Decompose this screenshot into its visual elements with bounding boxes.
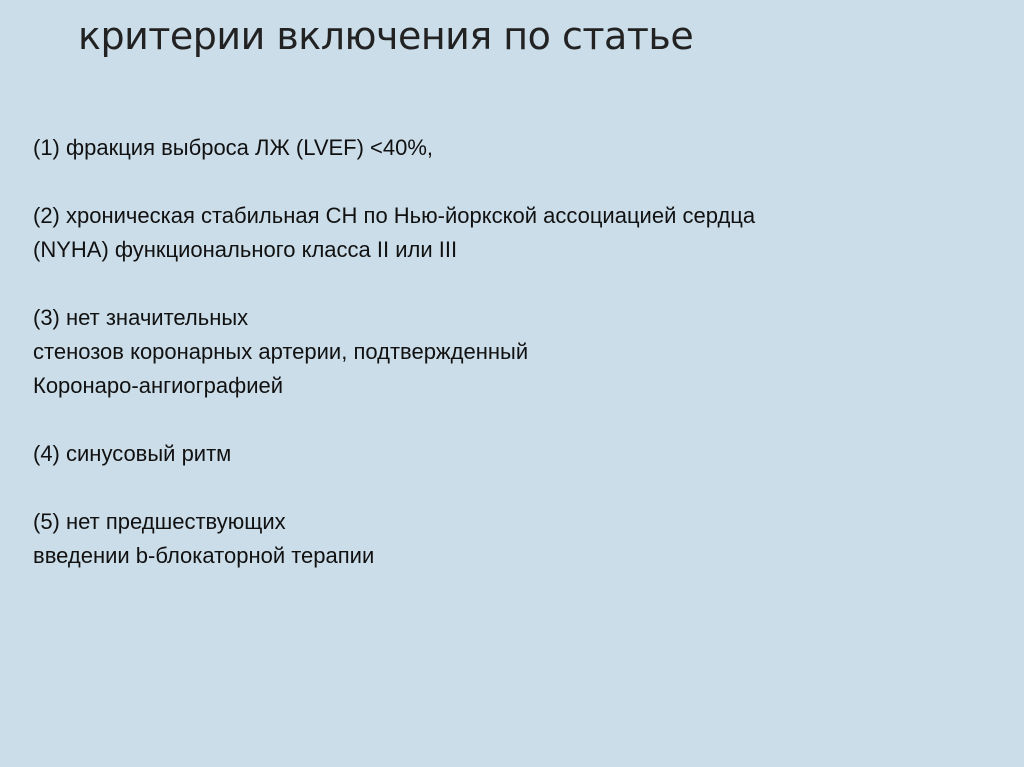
criteria-list: (1) фракция выброса ЛЖ (LVEF) <40%, (2) … — [33, 131, 755, 607]
slide-title: критерии включения по статье — [78, 14, 694, 58]
criterion-line: (5) нет предшествующих — [33, 509, 286, 534]
criterion-line: (4) синусовый ритм — [33, 441, 232, 466]
criterion-2: (2) хроническая стабильная СН по Нью-йор… — [33, 199, 755, 267]
criterion-line: (NYHA) функционального класса II или III — [33, 237, 458, 262]
criterion-line: Коронаро-ангиографией — [33, 373, 284, 398]
criterion-line: введении b-блокаторной терапии — [33, 543, 375, 568]
criterion-4: (4) синусовый ритм — [33, 437, 755, 471]
criterion-5: (5) нет предшествующих введении b-блокат… — [33, 505, 755, 573]
criterion-line: (3) нет значительных — [33, 305, 249, 330]
criterion-line: (1) фракция выброса ЛЖ (LVEF) <40%, — [33, 135, 434, 160]
criterion-1: (1) фракция выброса ЛЖ (LVEF) <40%, — [33, 131, 755, 165]
criterion-line: (2) хроническая стабильная СН по Нью-йор… — [33, 203, 756, 228]
criterion-line: стенозов коронарных артерии, подтвержден… — [33, 339, 529, 364]
criterion-3: (3) нет значительных стенозов коронарных… — [33, 301, 755, 403]
